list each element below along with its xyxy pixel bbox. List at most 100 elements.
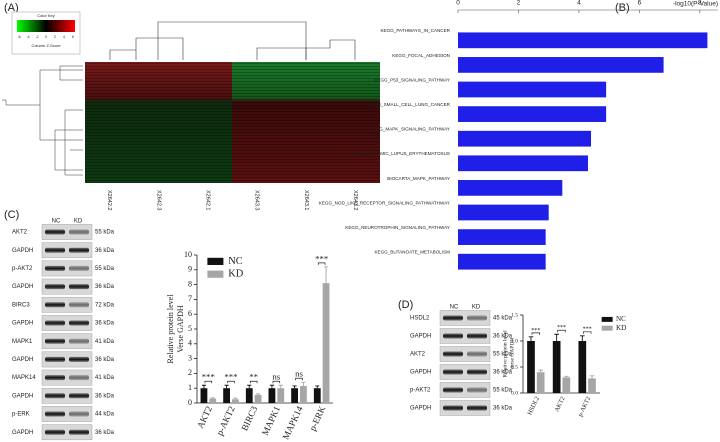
significance-bracket bbox=[582, 331, 592, 334]
y-axis-title: Relative protein level bbox=[166, 294, 175, 364]
band bbox=[467, 405, 487, 411]
blot-size: 55 kDa bbox=[95, 230, 115, 236]
blot-label: GAPDH bbox=[12, 321, 33, 327]
band bbox=[443, 315, 463, 321]
bar bbox=[209, 398, 217, 403]
x-tick-label: 2 bbox=[517, 0, 521, 7]
category-label: KEGG_BUTANOATE_METABOLISM bbox=[374, 250, 450, 255]
category-label: KEGG_SYSTEMIC_LUPUS_ERYTHEMATOSUS bbox=[349, 151, 450, 156]
blot-box bbox=[41, 296, 93, 313]
error-bar bbox=[554, 333, 559, 341]
blot-box bbox=[439, 310, 491, 326]
band bbox=[443, 405, 463, 411]
bar bbox=[458, 253, 546, 270]
band bbox=[69, 265, 89, 271]
band bbox=[69, 247, 89, 253]
blot-size: 36 kDa bbox=[493, 370, 513, 376]
blot-size: 36 kDa bbox=[95, 248, 115, 254]
blot-size: 41 kDa bbox=[95, 339, 115, 345]
blot-label: p-AKT2 bbox=[410, 388, 431, 394]
y-tick-label: 7 bbox=[188, 294, 192, 303]
bar bbox=[458, 180, 563, 196]
blot-size: 72 kDa bbox=[95, 302, 115, 308]
y-tick-label: 0.5 bbox=[511, 364, 518, 370]
key-tick-label: 4 bbox=[63, 35, 65, 39]
y-tick-label: 2 bbox=[188, 368, 192, 377]
blot-box bbox=[439, 382, 491, 398]
y-tick-label: 9 bbox=[188, 265, 192, 274]
significance-bracket bbox=[204, 380, 213, 384]
blot-label: MAPK1 bbox=[12, 339, 33, 345]
error-bar bbox=[256, 393, 261, 395]
lane-label: NC bbox=[450, 305, 459, 311]
column-label: X2642.2 bbox=[106, 190, 112, 211]
row-dendrogram bbox=[2, 65, 83, 176]
lane-label: KD bbox=[74, 219, 83, 225]
significance-label: *** bbox=[315, 253, 328, 263]
key-title: Color Key bbox=[37, 13, 55, 18]
significance-bracket bbox=[272, 380, 281, 384]
blot-size: 36 kDa bbox=[493, 334, 513, 340]
x-tick-label: AKT2 bbox=[553, 396, 566, 414]
key-tick-label: -6 bbox=[17, 35, 20, 39]
lane-label: NC bbox=[52, 219, 61, 225]
blot-box bbox=[41, 278, 93, 295]
blot-size: 45 kDa bbox=[493, 316, 513, 322]
x-tick-label: 4 bbox=[577, 0, 581, 7]
band bbox=[45, 320, 65, 326]
error-bar bbox=[538, 369, 543, 373]
blot-box bbox=[41, 242, 93, 259]
y-axis-title: Relative protein level bbox=[503, 330, 509, 378]
blot-label: p-ERK bbox=[12, 412, 30, 418]
band bbox=[45, 356, 65, 362]
category-label: BIOCARTA_MAPK_PATHWAY bbox=[387, 176, 450, 181]
bar bbox=[232, 399, 239, 403]
bar bbox=[552, 341, 561, 393]
bar bbox=[291, 388, 298, 403]
blot-box bbox=[41, 424, 93, 441]
band bbox=[69, 284, 89, 290]
blot-size: 36 kDa bbox=[95, 357, 115, 363]
x-tick-label: 0 bbox=[456, 0, 460, 7]
significance-bracket bbox=[227, 380, 235, 384]
band bbox=[45, 338, 65, 344]
legend-label: NC bbox=[228, 256, 243, 267]
bar bbox=[322, 283, 330, 403]
y-tick-label: 10 bbox=[184, 250, 192, 259]
y-tick-label: 0 bbox=[188, 398, 192, 407]
band bbox=[69, 411, 89, 417]
significance-label: *** bbox=[224, 372, 237, 382]
panel-label: (A) bbox=[4, 2, 19, 14]
band bbox=[467, 351, 487, 357]
bar bbox=[536, 372, 545, 393]
x-tick-label: BIRC3 bbox=[239, 404, 259, 432]
blot-box bbox=[439, 346, 491, 362]
significance-bracket bbox=[249, 380, 258, 384]
significance-label: *** bbox=[202, 372, 215, 382]
bar bbox=[277, 388, 285, 403]
x-tick-label: 6 bbox=[638, 0, 642, 7]
band bbox=[69, 393, 89, 399]
y-tick-label: 1.0 bbox=[511, 338, 518, 344]
blot-label: MAPK14 bbox=[12, 375, 36, 381]
bar bbox=[458, 229, 546, 245]
bar bbox=[313, 388, 321, 403]
bar bbox=[458, 81, 607, 98]
key-tick-label: 6 bbox=[72, 35, 74, 39]
column-label: X2642.3 bbox=[155, 190, 161, 211]
band bbox=[45, 265, 65, 271]
error-bar bbox=[210, 397, 215, 399]
blot-box bbox=[41, 369, 93, 386]
y-tick-label: 1 bbox=[188, 383, 192, 392]
color-key-box bbox=[11, 11, 81, 55]
blot-box bbox=[41, 406, 93, 422]
band bbox=[69, 302, 89, 308]
significance-label: ns bbox=[272, 372, 280, 382]
band bbox=[45, 247, 65, 253]
x-tick-label: 8 bbox=[698, 0, 702, 7]
blot-label: GAPDH bbox=[12, 248, 33, 254]
blot-size: 44 kDa bbox=[95, 412, 115, 418]
band bbox=[467, 369, 487, 375]
error-bar bbox=[564, 375, 569, 378]
